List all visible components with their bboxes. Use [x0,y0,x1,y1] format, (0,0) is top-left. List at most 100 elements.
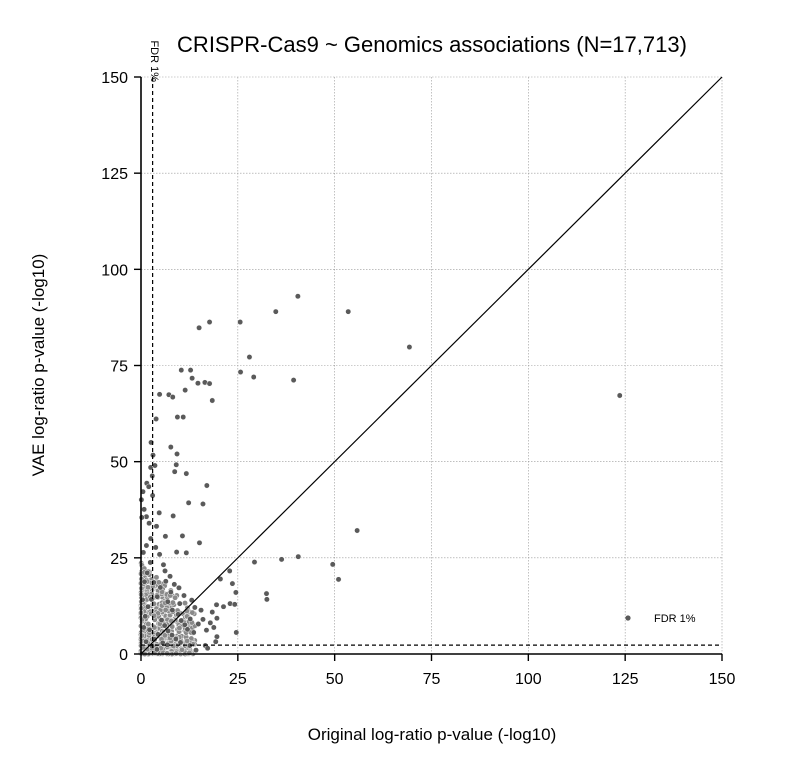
scatter-point [178,367,185,374]
scatter-point [160,561,167,568]
chart-title: CRISPR-Cas9 ~ Genomics associations (N=1… [177,32,687,57]
x-tick-label: 75 [423,671,441,688]
scatter-point [140,624,147,631]
scatter-point [165,627,172,634]
scatter-point [145,603,151,610]
scatter-point [173,549,180,556]
scatter-point [181,621,188,628]
scatter-point [164,598,171,605]
scatter-point [183,549,190,556]
cluster-point [145,584,151,591]
x-axis-label: Original log-ratio p-value (-log10) [308,725,557,744]
scatter-point [144,569,151,576]
cluster-point [155,579,162,586]
scatter-point [150,579,157,586]
scatter-point [345,308,352,315]
cluster-point [161,632,168,639]
x-tick-label: 125 [612,671,639,688]
scatter-point [146,520,153,527]
scatter-point [154,593,161,600]
cluster-point [168,618,175,624]
scatter-point [169,607,176,614]
scatter-point [193,647,199,654]
scatter-point [210,624,217,631]
cluster-point [176,625,183,632]
scatter-point [212,638,219,645]
scatter-point [233,629,240,636]
scatter-point [179,532,186,539]
scatter-point [196,324,203,331]
scatter-point [167,444,174,450]
scatter-point [148,596,155,603]
cluster-point [179,646,185,653]
scatter-point [156,509,163,516]
scatter-point [141,578,148,585]
scatter-point [172,636,179,642]
scatter-point [294,293,301,300]
scatter-point [145,483,152,490]
scatter-point [237,369,244,375]
scatter-point [220,603,227,610]
scatter-point [295,553,302,560]
scatter-point [231,601,238,608]
y-tick-label: 100 [101,262,128,279]
y-tick-label: 0 [119,647,128,664]
y-tick-label: 150 [101,70,128,87]
x-tick-label: 150 [709,671,736,688]
scatter-point [143,542,150,549]
scatter-point [616,392,623,399]
scatter-point [196,539,203,546]
cluster-point [139,632,145,639]
scatter-point [237,319,244,325]
x-tick-label: 0 [137,671,146,688]
scatter-point [213,601,220,608]
scatter-point [184,626,191,633]
scatter-point [329,561,336,568]
scatter-point [178,617,185,624]
scatter-point [146,626,153,633]
cluster-point [172,594,179,601]
scatter-point [141,506,148,513]
cluster-point [170,643,177,649]
scatter-point [189,375,196,382]
scatter-point [167,589,174,596]
y-axis-label: VAE log-ratio p-value (-log10) [29,254,48,477]
scatter-point [195,621,202,627]
scatter-point [153,416,160,422]
scatter-point [335,576,342,583]
scatter-point [183,470,190,477]
cluster-point [169,623,176,630]
scatter-point [250,374,257,380]
scatter-point [406,344,413,350]
scatter-point [171,468,178,475]
scatter-point [162,567,168,574]
y-tick-label: 50 [110,455,128,472]
scatter-point [278,556,285,563]
scatter-point [263,590,270,597]
scatter-point [173,461,180,468]
scatter-point [176,584,182,591]
scatter-point [226,567,233,574]
x-tick-label: 100 [515,671,542,688]
scatter-point [185,499,192,506]
scatter-point [182,387,189,394]
scatter-point [187,367,194,374]
scatter-point [200,616,206,623]
scatter-point [207,619,214,626]
scatter-point [158,617,165,624]
scatter-point [209,397,216,404]
scatter-point [153,646,160,653]
scatter-point [200,501,206,507]
scatter-point [232,589,239,596]
scatter-point [204,645,211,652]
reference-lines [140,76,723,655]
fdr-threshold-label: FDR 1% [148,40,160,82]
cluster-point [162,606,169,613]
scatter-point [217,576,224,582]
cluster-point [153,574,160,581]
cluster-point [184,637,191,644]
scatter-point [167,573,174,580]
scatter-point [156,551,163,558]
axes: 0 25 50 75 100 125 150 0 25 50 75 100 125 150 [101,70,735,688]
legend-marker [625,615,631,621]
